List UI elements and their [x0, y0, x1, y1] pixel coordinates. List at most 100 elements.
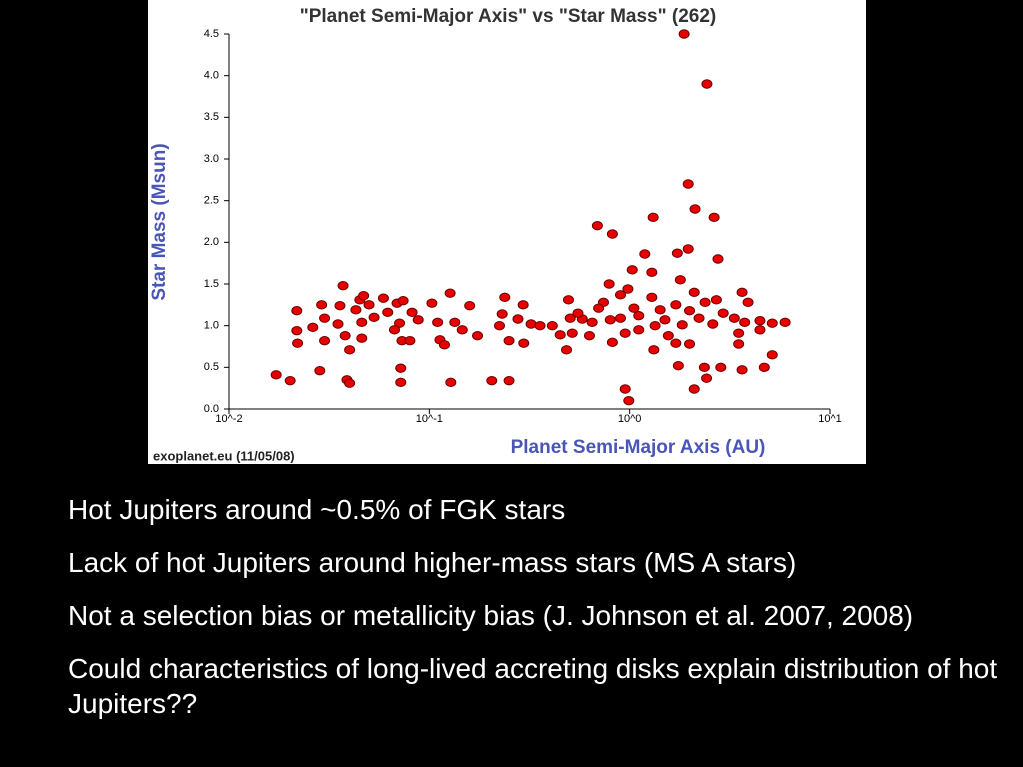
data-point	[619, 328, 631, 338]
data-point	[712, 254, 724, 264]
data-point	[499, 292, 511, 303]
data-point	[648, 345, 660, 355]
data-point	[332, 319, 344, 329]
data-point	[684, 305, 696, 316]
data-point	[710, 295, 722, 305]
y-tick-label: 3.5	[204, 111, 219, 123]
data-point	[339, 330, 351, 341]
data-point	[614, 290, 626, 300]
data-point	[503, 335, 515, 346]
data-point	[689, 204, 701, 214]
data-point	[406, 307, 418, 318]
data-point	[363, 300, 375, 310]
data-point	[337, 280, 349, 291]
data-point	[291, 325, 303, 336]
y-tick-label: 2.5	[204, 195, 219, 207]
data-point	[395, 377, 407, 388]
data-point	[493, 320, 505, 331]
data-point	[517, 300, 529, 310]
data-point	[562, 295, 574, 305]
data-point	[678, 29, 690, 39]
data-point	[525, 319, 537, 329]
data-point	[606, 337, 618, 348]
data-point	[682, 244, 694, 254]
data-point	[382, 307, 394, 318]
data-point	[614, 313, 626, 323]
data-point	[708, 212, 720, 223]
data-point	[464, 300, 476, 311]
data-point	[395, 363, 407, 373]
data-point	[733, 328, 745, 338]
data-point	[496, 309, 508, 319]
data-point	[534, 320, 546, 331]
y-tick-label: 4.0	[204, 70, 219, 82]
data-point	[377, 293, 389, 303]
data-point	[438, 340, 450, 350]
data-point	[583, 330, 595, 341]
data-point	[319, 313, 331, 323]
data-point	[561, 345, 573, 355]
chart: "Planet Semi-Major Axis" vs "Star Mass" …	[148, 0, 866, 464]
data-point	[606, 229, 618, 239]
y-tick-label: 4.5	[204, 28, 219, 40]
data-point	[649, 320, 661, 331]
data-point	[736, 287, 748, 298]
data-point	[518, 338, 530, 348]
data-point	[445, 377, 457, 388]
data-point	[628, 303, 640, 313]
data-point	[619, 384, 631, 394]
data-point	[688, 384, 700, 394]
chart-title: "Planet Semi-Major Axis" vs "Star Mass" …	[300, 6, 717, 27]
data-point	[404, 335, 416, 346]
data-point	[693, 313, 705, 323]
data-point	[707, 319, 719, 329]
data-point	[646, 267, 658, 278]
data-point	[662, 330, 674, 341]
data-point	[368, 312, 380, 323]
y-tick-label: 3.0	[204, 153, 219, 165]
data-point	[646, 292, 658, 303]
y-tick-label: 1.0	[204, 320, 219, 332]
data-point	[715, 362, 727, 373]
data-point	[717, 308, 729, 318]
data-point	[344, 378, 356, 388]
data-point	[350, 305, 362, 315]
data-point	[449, 317, 461, 328]
data-point	[503, 375, 515, 386]
y-tick-label: 0.5	[204, 361, 219, 373]
data-point	[358, 290, 370, 301]
data-point	[671, 248, 683, 258]
data-point	[758, 362, 770, 373]
data-point	[566, 328, 578, 338]
data-point	[426, 298, 438, 308]
data-point	[633, 325, 645, 335]
data-point	[307, 322, 319, 333]
data-point	[356, 333, 368, 343]
data-point	[647, 212, 659, 223]
data-point	[554, 330, 566, 340]
data-point	[682, 179, 694, 189]
data-point	[412, 315, 424, 325]
data-point	[698, 362, 710, 373]
data-point	[674, 275, 686, 285]
source-note: exoplanet.eu (11/05/08)	[153, 448, 295, 463]
data-point	[728, 313, 740, 323]
data-point	[754, 315, 766, 326]
data-point	[659, 315, 671, 325]
data-point	[316, 300, 328, 310]
data-point	[472, 330, 484, 341]
data-point	[284, 375, 296, 386]
data-point	[670, 300, 682, 310]
data-point	[397, 295, 409, 306]
data-point	[684, 339, 696, 349]
data-point	[754, 325, 766, 335]
data-point	[654, 305, 666, 315]
data-point	[688, 287, 700, 298]
chart-background	[148, 0, 866, 464]
data-point	[432, 317, 444, 328]
data-point	[670, 338, 682, 348]
data-point	[334, 300, 346, 311]
data-point	[733, 339, 745, 349]
data-point	[314, 365, 326, 376]
